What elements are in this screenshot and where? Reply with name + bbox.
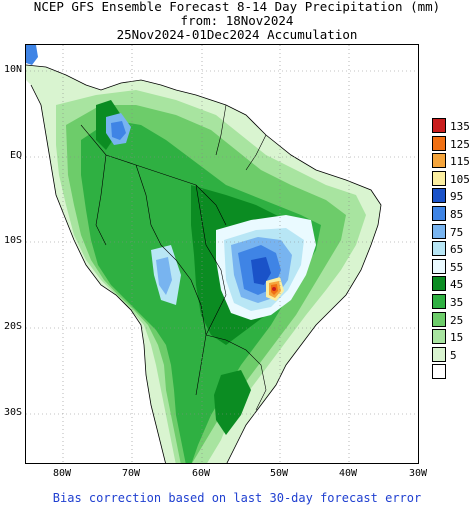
map-subtitle-from: from: 18Nov2024	[180, 13, 294, 28]
lon-label-60w: 60W	[191, 468, 211, 479]
legend-label: 135	[450, 120, 470, 133]
amazon-blue-core	[111, 121, 126, 140]
lat-label-30s: 30S	[3, 407, 22, 418]
lon-label-50w: 50W	[269, 468, 289, 479]
legend-label: 5	[450, 348, 457, 362]
legend-label: 105	[450, 172, 470, 186]
map-subtitle-period: 25Nov2024-01Dec2024 Accumulation	[116, 27, 358, 42]
grid-lines	[26, 45, 418, 463]
legend-row: 15	[432, 329, 472, 345]
legend-row: 95	[432, 188, 472, 204]
legend-swatch	[432, 329, 446, 345]
legend-label: 125	[450, 137, 470, 151]
legend-swatch	[432, 346, 446, 362]
legend-label: 45	[450, 278, 464, 292]
legend-label: 25	[450, 313, 464, 327]
precipitation-map	[25, 44, 419, 464]
legend-row: 75	[432, 223, 472, 240]
legend-row	[432, 364, 472, 380]
country-borders	[80, 104, 267, 411]
legend-swatch	[432, 135, 446, 151]
legend-swatch	[432, 241, 446, 257]
legend-row: 55	[432, 258, 472, 275]
caribbean-blue	[26, 45, 38, 65]
lat-label-10s: 10S	[3, 235, 22, 246]
legend-swatch	[432, 188, 446, 204]
green-45c	[214, 370, 251, 435]
legend-row: 105	[432, 170, 472, 187]
legend-label: 35	[450, 296, 464, 309]
lat-label-eq: EQ	[9, 150, 22, 161]
legend-swatch	[432, 294, 446, 309]
legend-row: 45	[432, 276, 472, 292]
legend-row: 85	[432, 206, 472, 222]
lon-label-40w: 40W	[338, 468, 358, 479]
legend-swatch	[432, 364, 446, 380]
legend-swatch	[432, 170, 446, 186]
hotspot-135	[272, 287, 276, 291]
bias-correction-note: Bias correction based on last 30-day for…	[52, 491, 422, 505]
legend-label: 95	[450, 190, 464, 204]
legend-label: 75	[450, 225, 464, 239]
legend-swatch	[432, 258, 446, 274]
legend-label: 115	[450, 155, 470, 169]
lon-label-80w: 80W	[52, 468, 72, 479]
legend-label: 85	[450, 208, 464, 221]
legend-row: 125	[432, 135, 472, 152]
legend-swatch	[432, 223, 446, 239]
lat-label-20s: 20S	[3, 321, 22, 332]
lon-label-70w: 70W	[121, 468, 141, 479]
lat-label-10n: 10N	[3, 64, 22, 75]
map-title: NCEP GFS Ensemble Forecast 8-14 Day Prec…	[33, 0, 441, 14]
legend-row: 5	[432, 346, 472, 363]
legend-swatch	[432, 276, 446, 292]
legend-row: 115	[432, 153, 472, 169]
legend-row: 35	[432, 294, 472, 310]
map-canvas	[26, 45, 418, 463]
lon-label-30w: 30W	[408, 468, 428, 479]
legend-swatch	[432, 153, 446, 169]
legend-row: 135	[432, 118, 472, 134]
legend-swatch	[432, 206, 446, 221]
blue-95	[251, 257, 271, 285]
legend-label: 15	[450, 331, 464, 345]
legend-swatch	[432, 118, 446, 133]
legend-label: 65	[450, 243, 464, 257]
coastline	[26, 64, 382, 463]
legend-swatch	[432, 311, 446, 327]
west-blue-patch	[156, 257, 172, 295]
legend-row: 25	[432, 311, 472, 328]
legend-row: 65	[432, 241, 472, 257]
legend-label: 55	[450, 260, 464, 274]
